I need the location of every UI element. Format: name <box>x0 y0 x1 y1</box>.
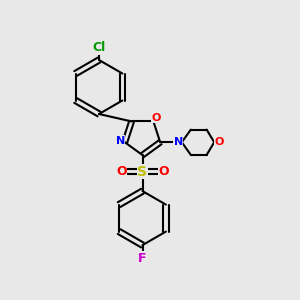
Text: O: O <box>151 113 160 123</box>
Text: S: S <box>137 165 148 178</box>
Text: N: N <box>174 137 183 147</box>
Text: O: O <box>215 137 224 147</box>
Text: N: N <box>116 136 125 146</box>
Text: F: F <box>138 252 147 265</box>
Text: O: O <box>158 165 169 178</box>
Text: Cl: Cl <box>92 41 106 54</box>
Text: O: O <box>116 165 127 178</box>
